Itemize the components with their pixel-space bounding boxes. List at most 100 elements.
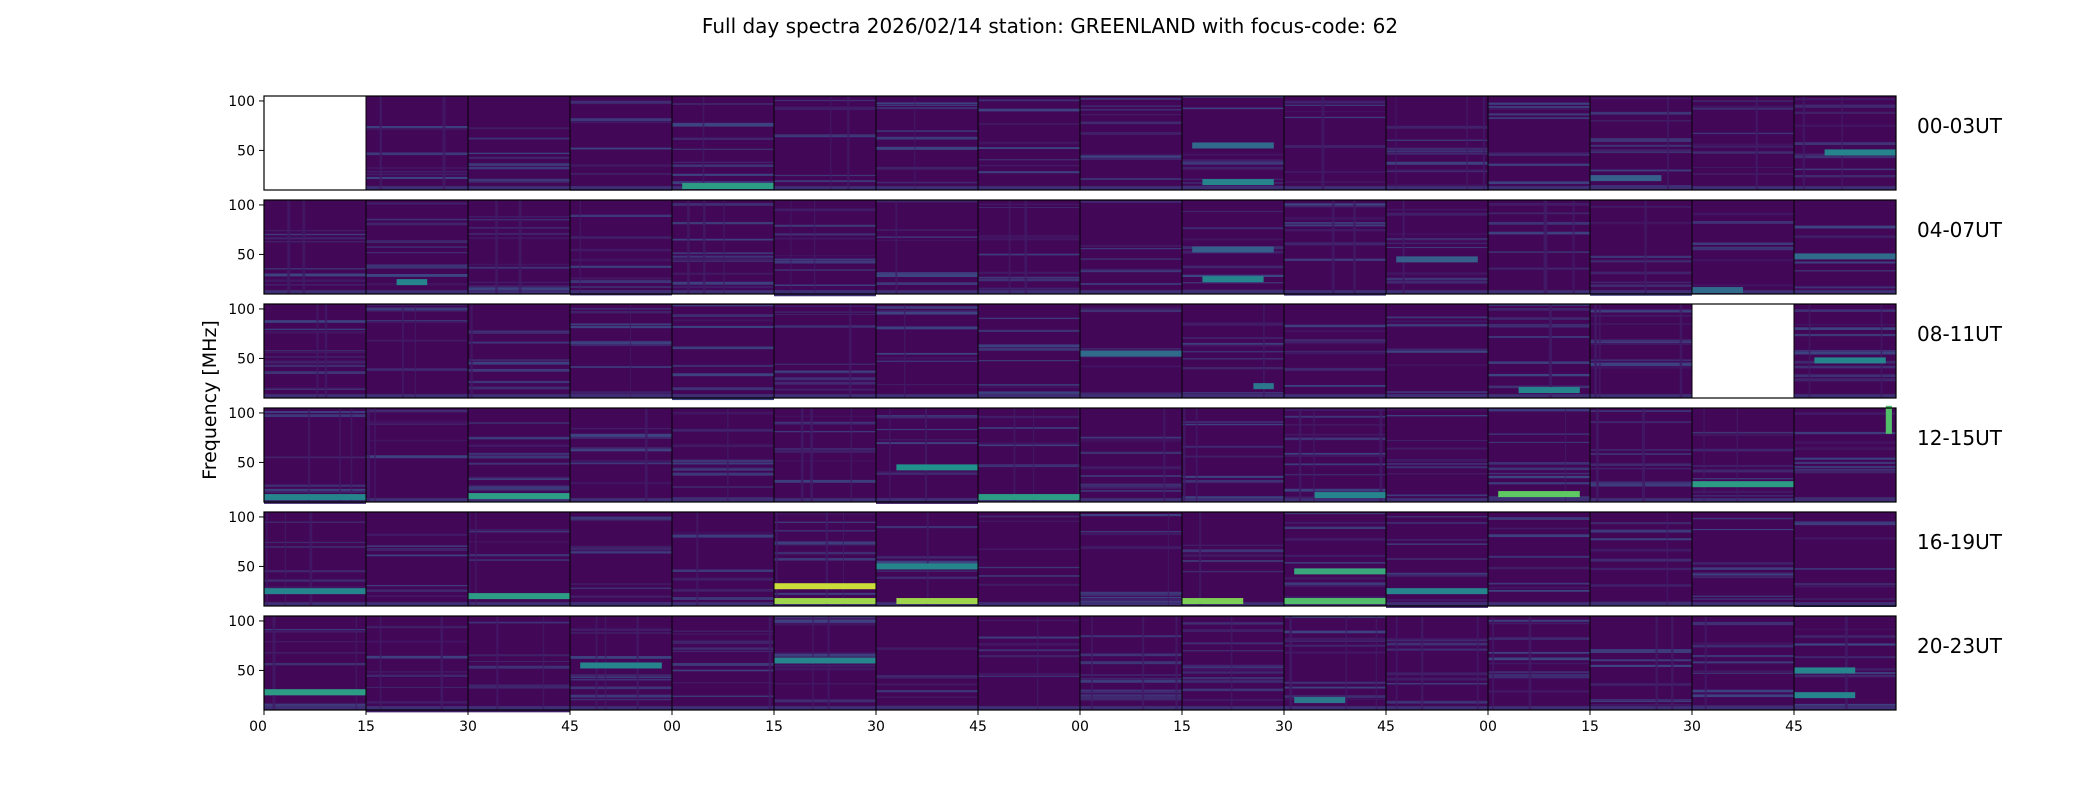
noise-band <box>1386 184 1488 187</box>
noise-band <box>366 264 468 267</box>
noise-band <box>1080 283 1182 285</box>
x-tick-label: 30 <box>459 719 477 735</box>
noise-band <box>1182 153 1284 156</box>
noise-band <box>1080 593 1182 597</box>
noise-band <box>1488 651 1590 654</box>
noise-band <box>978 271 1080 274</box>
noise-band <box>1080 689 1182 692</box>
noise-band <box>1794 142 1896 146</box>
noise-band <box>1590 463 1692 466</box>
noise-band <box>774 430 876 433</box>
noise-band <box>1794 168 1896 171</box>
noise-band <box>1386 539 1488 541</box>
noise-band <box>468 529 570 531</box>
noise-band <box>570 686 672 690</box>
noise-band <box>876 146 978 150</box>
noise-band <box>774 237 876 240</box>
y-tick-label: 100 <box>228 302 255 318</box>
noise-band <box>366 173 468 176</box>
x-tick-label: 15 <box>357 719 375 735</box>
noise-band <box>978 636 1080 639</box>
noise-band <box>264 586 366 588</box>
noise-band <box>570 587 672 590</box>
noise-band <box>1080 600 1182 603</box>
panel-background <box>570 200 672 294</box>
row-time-label: 08-11UT <box>1917 322 2003 346</box>
noise-band <box>1794 270 1896 272</box>
noise-band <box>1692 573 1794 576</box>
time-streak <box>339 408 341 502</box>
noise-band <box>1080 178 1182 180</box>
noise-band <box>1488 589 1590 592</box>
noise-band <box>570 694 672 698</box>
emission-feature <box>468 593 570 600</box>
row-time-label: 12-15UT <box>1917 426 2003 450</box>
noise-band <box>1488 662 1590 665</box>
time-streak <box>1528 616 1532 710</box>
low-freq-floor <box>264 290 366 294</box>
panel-background <box>1080 512 1182 606</box>
low-freq-floor <box>1488 498 1590 502</box>
noise-band <box>978 649 1080 652</box>
low-freq-floor <box>1590 498 1692 502</box>
noise-band <box>1284 242 1386 245</box>
spectrum-panel <box>570 304 672 398</box>
panel-background <box>1692 96 1794 190</box>
noise-band <box>1794 457 1896 460</box>
low-freq-floor <box>672 602 774 606</box>
noise-band <box>468 462 570 465</box>
noise-band <box>1182 423 1284 426</box>
noise-band <box>1488 673 1590 677</box>
noise-band <box>264 652 366 654</box>
noise-band <box>1182 677 1284 680</box>
noise-band <box>1386 543 1488 545</box>
noise-band <box>1794 470 1896 474</box>
spectrum-panel <box>1284 200 1386 296</box>
noise-band <box>1284 116 1386 119</box>
noise-band <box>978 344 1080 348</box>
y-tick-label: 50 <box>237 663 255 679</box>
noise-band <box>1692 173 1794 175</box>
noise-band <box>1488 433 1590 435</box>
noise-band <box>1182 343 1284 347</box>
noise-band <box>570 447 672 450</box>
panel-background <box>1182 512 1284 606</box>
low-freq-floor <box>1182 394 1284 398</box>
noise-band <box>672 124 774 127</box>
noise-band <box>1080 484 1182 488</box>
noise-band <box>1386 169 1488 172</box>
noise-band <box>774 664 876 668</box>
noise-band <box>366 455 468 459</box>
noise-band <box>468 156 570 159</box>
noise-band <box>468 152 570 155</box>
noise-band <box>1182 238 1284 241</box>
noise-band <box>1080 245 1182 247</box>
noise-band <box>1692 622 1794 624</box>
time-streak <box>1298 408 1302 502</box>
time-streak <box>518 200 522 294</box>
x-tick-label: 45 <box>1377 719 1395 735</box>
noise-band <box>1182 445 1284 448</box>
noise-band <box>1182 642 1284 645</box>
spectrum-panel <box>366 96 468 190</box>
time-streak <box>442 96 446 190</box>
low-freq-floor <box>1794 602 1896 606</box>
noise-band <box>978 575 1080 577</box>
noise-band <box>1080 489 1182 492</box>
noise-band <box>774 618 876 621</box>
noise-band <box>672 472 774 476</box>
time-streak <box>302 200 306 294</box>
noise-band <box>468 127 570 130</box>
noise-band <box>1590 421 1692 424</box>
noise-band <box>1284 630 1386 634</box>
noise-band <box>468 166 570 170</box>
panel-background <box>1794 512 1896 606</box>
spectrum-panel <box>978 616 1080 710</box>
noise-band <box>1692 598 1794 601</box>
time-streak <box>1183 408 1186 502</box>
noise-band <box>366 368 468 371</box>
low-freq-floor <box>876 706 978 710</box>
noise-band <box>366 252 468 254</box>
noise-band <box>1080 635 1182 638</box>
noise-band <box>1590 483 1692 487</box>
